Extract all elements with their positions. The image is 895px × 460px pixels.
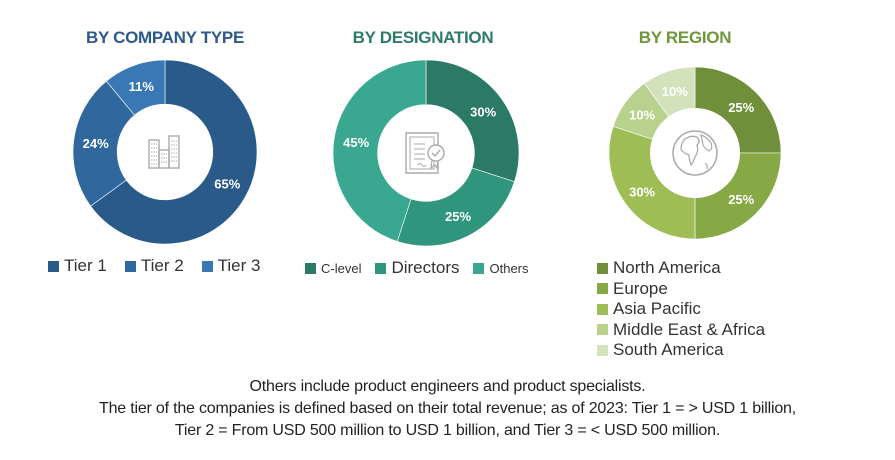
donut-slice-tier-2 xyxy=(72,80,135,207)
donut-slice-europe xyxy=(694,152,782,240)
data-label: 25% xyxy=(728,100,754,115)
legend-item: Directors xyxy=(375,258,459,278)
data-label: 10% xyxy=(662,84,688,99)
donut-slice-c-level xyxy=(425,59,520,183)
data-label: 25% xyxy=(728,192,754,207)
legend-swatch xyxy=(375,262,387,274)
legend-swatch xyxy=(597,303,608,315)
legend-swatch xyxy=(597,324,608,336)
legend-item: Tier 2 xyxy=(124,256,184,276)
legend-swatch xyxy=(305,262,316,274)
legend-item: Tier 3 xyxy=(201,256,261,276)
legend-label: Tier 2 xyxy=(140,256,184,275)
globe-icon xyxy=(672,130,718,176)
legend-label: Middle East & Africa xyxy=(613,319,766,339)
buildings-icon xyxy=(148,135,180,169)
legend-swatch xyxy=(124,260,136,272)
legend-swatch xyxy=(597,344,608,356)
donut-slice-directors xyxy=(396,167,515,247)
donut-slice-tier-1 xyxy=(90,59,258,245)
legend-company-type: Tier 1 Tier 2 Tier 3 xyxy=(48,256,260,276)
legend-item: Europe xyxy=(597,279,765,300)
data-label: 30% xyxy=(470,104,496,119)
legend-item: Middle East & Africa xyxy=(597,320,765,341)
data-label: 65% xyxy=(214,177,240,192)
data-label: 10% xyxy=(629,108,655,123)
donut-slice-tier-3 xyxy=(105,59,166,116)
legend-region: North America Europe Asia Pacific Middle Ea… xyxy=(597,258,765,361)
legend-designation: C-level Directors Others xyxy=(305,258,529,278)
legend-swatch xyxy=(48,260,59,272)
legend-label: South America xyxy=(613,340,724,359)
certificate-icon xyxy=(405,132,445,174)
legend-label: Europe xyxy=(613,278,668,298)
data-label: 11% xyxy=(129,79,155,94)
footnote-line-1: Others include product engineers and pro… xyxy=(249,378,646,395)
legend-swatch xyxy=(201,260,213,272)
legend-swatch xyxy=(473,262,485,274)
legend-item: Others xyxy=(473,260,529,276)
legend-label: C-level xyxy=(321,260,362,276)
donut-slice-asia-pacific xyxy=(608,126,696,240)
legend-label: Asia Pacific xyxy=(613,299,701,318)
donut-slice-south-america xyxy=(644,66,696,118)
donut-chart-designation: 30% 25% 45% xyxy=(332,59,520,247)
data-label: 30% xyxy=(629,184,655,199)
footnote-line-3: Tier 2 = From USD 500 million to USD 1 b… xyxy=(174,422,721,439)
legend-item: Tier 1 xyxy=(48,256,107,276)
legend-item: South America xyxy=(597,340,765,361)
footnote-line-2: The tier of the companies is defined bas… xyxy=(99,400,796,417)
legend-label: North America xyxy=(613,258,721,277)
legend-label: Tier 3 xyxy=(217,256,261,275)
legend-item: C-level xyxy=(305,261,361,276)
legend-swatch xyxy=(597,262,608,274)
data-label: 25% xyxy=(445,209,471,224)
legend-label: Tier 1 xyxy=(64,256,107,275)
donut-slice-others xyxy=(332,59,427,242)
chart-title-company-type: BY COMPANY TYPE xyxy=(86,28,244,47)
legend-label: Directors xyxy=(391,258,460,277)
legend-item: Asia Pacific xyxy=(597,299,765,320)
donut-slice-north-america xyxy=(694,66,782,154)
donut-chart-region: 25% 25% 30% 10% 10% xyxy=(608,66,782,240)
legend-label: Others xyxy=(489,260,529,276)
donut-chart-company-type: 65% 24% 11% xyxy=(72,59,258,245)
legend-item: North America xyxy=(597,258,765,279)
data-label: 24% xyxy=(83,136,109,151)
data-label: 45% xyxy=(343,135,369,150)
legend-swatch xyxy=(597,283,608,295)
chart-title-region: BY REGION xyxy=(638,28,732,47)
footnote: Others include product engineers and pro… xyxy=(0,376,895,442)
chart-title-designation: BY DESIGNATION xyxy=(352,28,494,47)
